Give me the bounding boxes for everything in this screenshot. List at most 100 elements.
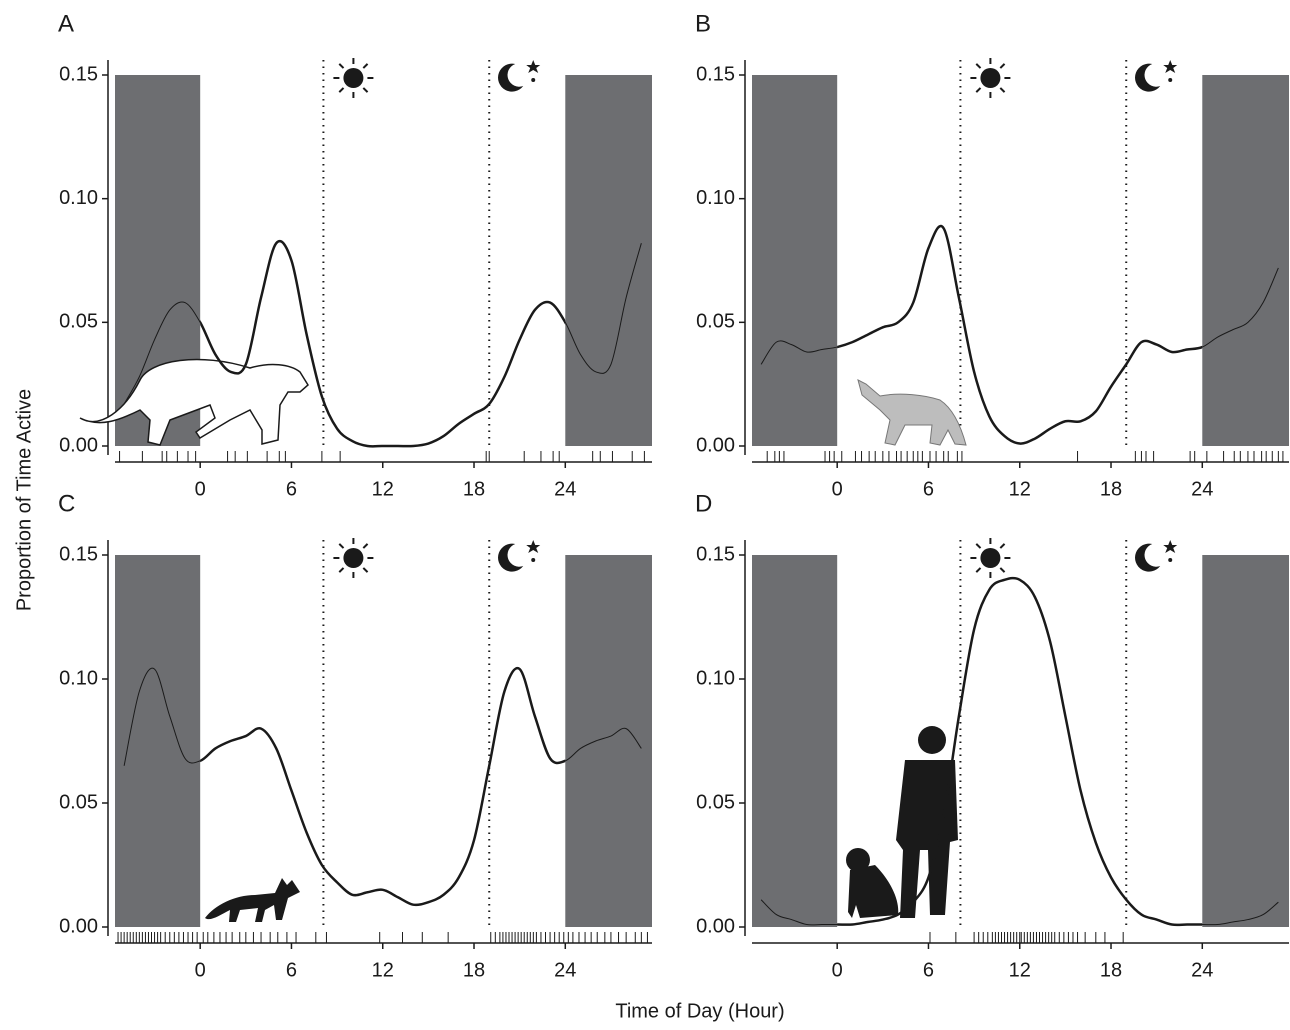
sun-icon (343, 548, 364, 568)
x-tick-label: 6 (286, 478, 297, 500)
density-curve (837, 224, 1203, 445)
x-tick-label: 12 (1009, 959, 1031, 981)
human-silhouette (918, 726, 946, 754)
y-tick-label: 0.10 (696, 667, 735, 689)
night-shading (1202, 555, 1289, 927)
y-tick-label: 0.10 (696, 187, 735, 209)
dog-silhouette (848, 865, 899, 918)
x-tick-label: 18 (1100, 959, 1122, 981)
night-shading (565, 75, 652, 446)
y-tick-label: 0.00 (696, 915, 735, 937)
y-tick-label: 0.10 (59, 667, 98, 689)
y-tick-label: 0.00 (59, 915, 98, 937)
x-tick-label: 0 (195, 478, 206, 500)
density-curve (837, 576, 1203, 927)
sun-icon (343, 68, 364, 88)
animal-silhouette (79, 358, 309, 446)
night-shading (115, 555, 201, 927)
x-tick-label: 0 (195, 959, 206, 981)
sun-ray (975, 87, 982, 93)
x-axis-label: Time of Day (Hour) (615, 1000, 784, 1022)
moon-icon (1135, 543, 1161, 572)
y-tick-label: 0.05 (59, 791, 98, 813)
panel: D 0.00 0.05 0.10 0.15 0 6 12 18 24 (695, 490, 1289, 981)
y-tick-label: 0.00 (59, 434, 98, 456)
night-shading (1202, 75, 1289, 446)
sun-ray (999, 567, 1006, 573)
panel: A 0.00 0.05 0.10 0.15 0 6 12 18 24 (58, 10, 652, 500)
sun-icon (980, 68, 1001, 88)
x-tick-label: 12 (1009, 478, 1031, 500)
panel-label: A (58, 10, 74, 37)
star-icon (526, 60, 541, 73)
y-tick-label: 0.05 (696, 791, 735, 813)
moon-icon (498, 63, 524, 92)
sun-ray (362, 543, 369, 549)
x-tick-label: 0 (832, 478, 843, 500)
night-shading (565, 555, 652, 927)
x-tick-label: 18 (1100, 478, 1122, 500)
human-silhouette (896, 760, 958, 918)
sun-ray (338, 567, 345, 573)
sun-ray (338, 543, 345, 549)
y-axis-label: Proportion of Time Active (13, 389, 35, 611)
night-shading (752, 75, 838, 446)
sun-ray (975, 543, 982, 549)
moon-icon (1135, 63, 1161, 92)
sun-ray (338, 63, 345, 69)
animal-silhouette (857, 379, 967, 446)
y-tick-label: 0.05 (696, 311, 735, 333)
animal-silhouette (205, 878, 300, 922)
star-icon (526, 540, 541, 553)
sun-ray (999, 543, 1006, 549)
x-tick-label: 24 (1191, 478, 1213, 500)
sun-ray (338, 87, 345, 93)
panel: C 0.00 0.05 0.10 0.15 0 6 12 18 24 (58, 490, 652, 981)
y-tick-label: 0.15 (696, 63, 735, 85)
sun-ray (975, 63, 982, 69)
sun-ray (362, 567, 369, 573)
y-tick-label: 0.15 (59, 63, 98, 85)
density-curve-extension (123, 240, 642, 447)
panel-label: C (58, 490, 75, 517)
star-icon (1163, 540, 1178, 553)
density-curve (200, 239, 566, 448)
panel: B 0.00 0.05 0.10 0.15 0 6 12 18 24 (695, 10, 1289, 500)
density-curve-extension (760, 577, 1279, 926)
x-tick-label: 24 (1191, 959, 1213, 981)
x-tick-label: 24 (554, 959, 576, 981)
panel-label: D (695, 490, 712, 517)
star-icon (531, 558, 536, 562)
x-tick-label: 12 (372, 478, 394, 500)
density-curve-extension (760, 225, 1279, 445)
y-tick-label: 0.05 (59, 311, 98, 333)
y-tick-label: 0.00 (696, 434, 735, 456)
sun-ray (362, 63, 369, 69)
x-tick-label: 6 (923, 959, 934, 981)
x-tick-label: 18 (463, 959, 485, 981)
x-tick-label: 0 (832, 959, 843, 981)
x-tick-label: 18 (463, 478, 485, 500)
star-icon (1168, 78, 1173, 82)
x-tick-label: 6 (923, 478, 934, 500)
star-icon (531, 78, 536, 82)
x-tick-label: 6 (286, 959, 297, 981)
x-tick-label: 12 (372, 959, 394, 981)
sun-ray (362, 87, 369, 93)
moon-icon (498, 543, 524, 572)
sun-icon (980, 548, 1001, 568)
sun-ray (999, 87, 1006, 93)
panel-label: B (695, 10, 711, 37)
sun-ray (999, 63, 1006, 69)
y-tick-label: 0.10 (59, 187, 98, 209)
y-tick-label: 0.15 (696, 543, 735, 565)
star-icon (1168, 558, 1173, 562)
x-tick-label: 24 (554, 478, 576, 500)
star-icon (1163, 60, 1178, 73)
density-curve-extension (123, 667, 642, 906)
night-shading (752, 555, 838, 927)
dog-silhouette (846, 848, 870, 872)
y-tick-label: 0.15 (59, 543, 98, 565)
